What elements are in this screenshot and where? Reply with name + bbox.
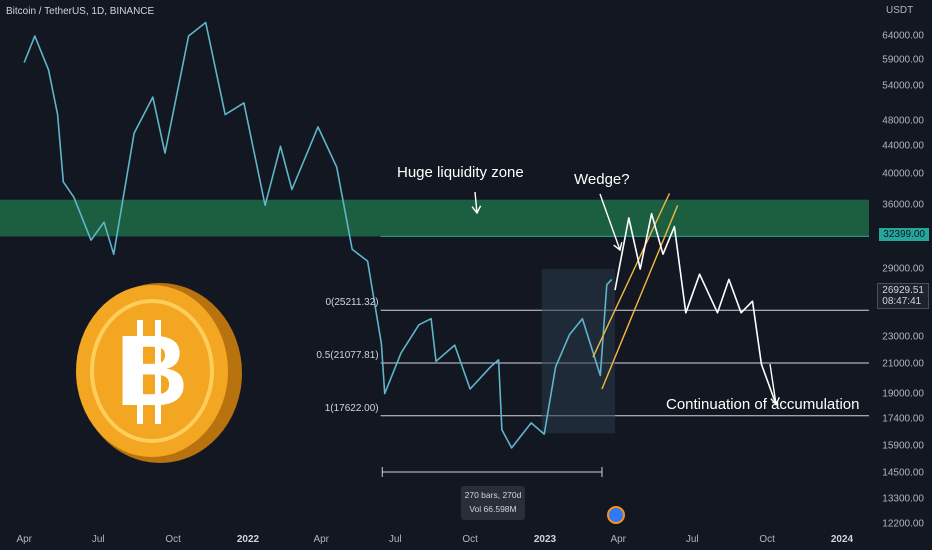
time-tick-label: Jul (388, 534, 402, 545)
price-tick-label: 14500.00 (882, 467, 924, 479)
coin-rim (90, 299, 214, 443)
projection-path (614, 212, 777, 405)
time-tick-label: Oct (165, 534, 181, 545)
fib-levels (380, 309, 869, 417)
time-tick-label: Apr (16, 534, 32, 545)
last-price-value: 26929.51 (882, 284, 924, 296)
range-info-box: 270 bars, 270d Vol 66.598M (461, 486, 525, 520)
time-tick-label: Apr (610, 534, 626, 545)
coin-face (76, 285, 228, 457)
price-tick-label: 23000.00 (882, 331, 924, 343)
time-tick-label: Apr (313, 534, 329, 545)
annotation-wedge: Wedge? (574, 171, 630, 188)
fib-label: 0.5(21077.81) (316, 350, 379, 361)
wedge-line-upper (592, 193, 671, 358)
price-series-line (23, 21, 613, 449)
wedge-lines (592, 193, 679, 390)
price-tick-label: 13300.00 (882, 493, 924, 505)
range-bars: 270 bars, 270d (464, 490, 522, 500)
time-tick-label: 2023 (533, 534, 557, 545)
time-tick-label: Oct (759, 534, 775, 545)
fib-label: 0(25211.32) (325, 297, 379, 309)
price-tick-label: 17400.00 (882, 413, 924, 425)
arrow-wedge-head (613, 242, 623, 252)
arrow-continuation (769, 363, 777, 405)
price-tick-label: 36000.00 (882, 199, 924, 211)
annotation-liquidity: Huge liquidity zone (397, 164, 524, 181)
annotation-continuation: Continuation of accumulation (666, 396, 860, 413)
arrow-liquidity-head (471, 205, 482, 215)
price-tick-label: 40000.00 (882, 168, 924, 180)
bitcoin-symbol: B (116, 315, 188, 427)
price-tick-label: 59000.00 (882, 54, 924, 66)
axis-unit-label: USDT (886, 5, 914, 16)
tradingview-logo-icon[interactable] (607, 506, 625, 524)
time-tick-label: Jul (685, 534, 699, 545)
price-tick-label: 12200.00 (882, 518, 924, 530)
time-tick-label: 2022 (236, 534, 260, 545)
wedge-line-lower (601, 205, 679, 390)
range-volume: Vol 66.598M (469, 504, 517, 514)
price-tick-label: 44000.00 (882, 140, 924, 152)
time-tick-label: 2024 (830, 534, 854, 545)
price-tick-label: 21000.00 (882, 358, 924, 370)
arrow-wedge (599, 193, 621, 251)
candle-countdown: 08:47:41 (882, 295, 922, 307)
price-tick-label: 48000.00 (882, 115, 924, 127)
price-tick-label: 54000.00 (882, 80, 924, 92)
time-tick-label: Oct (462, 534, 478, 545)
arrow-continuation-head (770, 397, 780, 406)
price-tick-label: 29000.00 (882, 263, 924, 275)
bitcoin-coin-icon: B (76, 283, 242, 463)
price-tick-label: 15900.00 (882, 440, 924, 452)
arrow-liquidity (474, 191, 478, 214)
volume-profile-area (541, 269, 615, 434)
price-tick-label: 64000.00 (882, 30, 924, 42)
level-price-tag: 32399.00 (879, 228, 929, 242)
date-range-ruler (381, 467, 603, 477)
symbol-title[interactable]: Bitcoin / TetherUS, 1D, BINANCE (6, 6, 155, 17)
liquidity-zone (0, 199, 869, 237)
last-price-tag: 26929.51 08:47:41 (877, 282, 929, 309)
time-tick-label: Jul (91, 534, 105, 545)
fib-label: 1(17622.00) (324, 402, 379, 414)
annotation-arrows (471, 191, 780, 406)
price-tick-label: 19000.00 (882, 388, 924, 400)
